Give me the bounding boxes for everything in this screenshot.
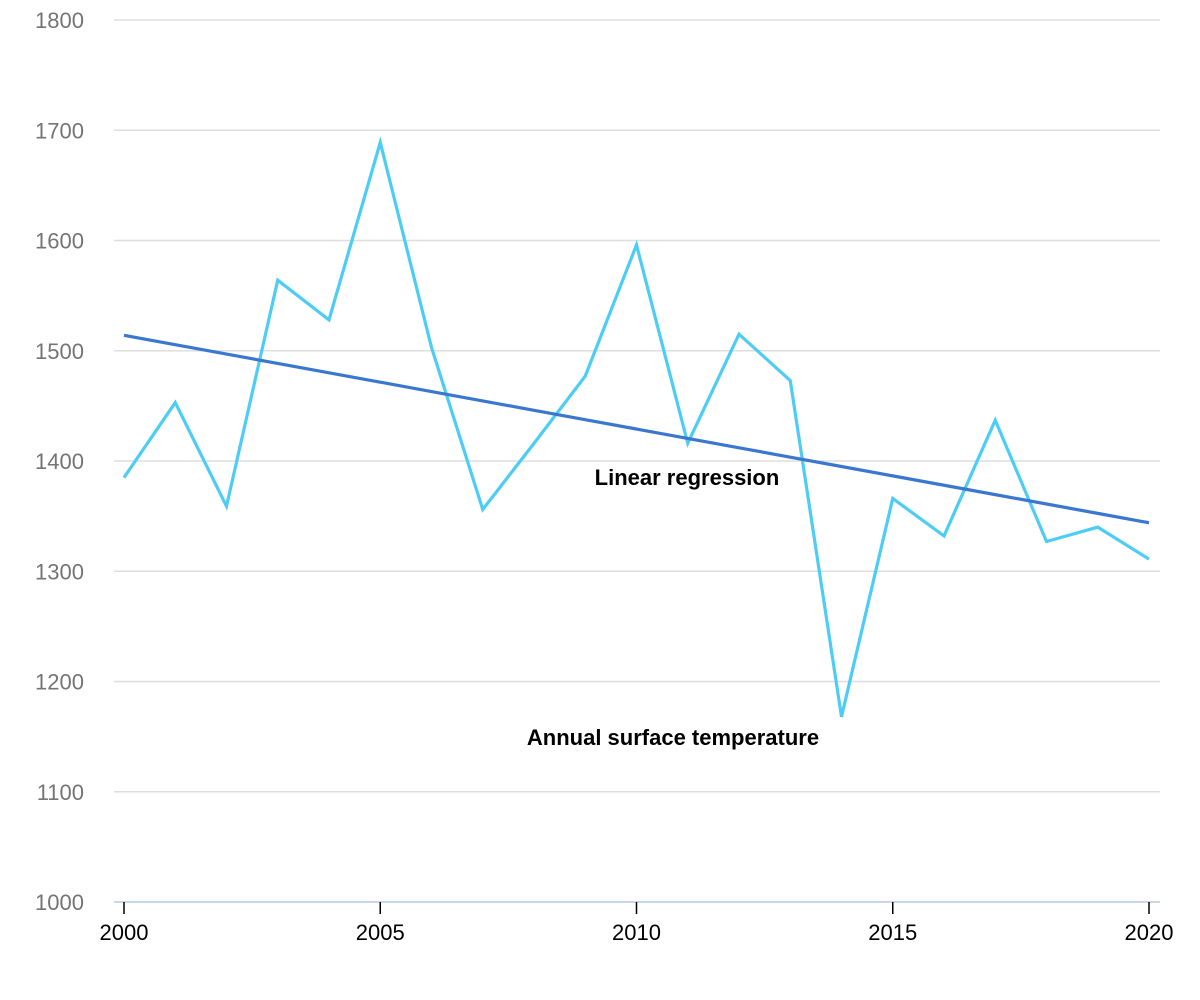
tick-labels: 1000 1100 1200 1300 1400 1500 1600 1700 1800 2000… [35,8,1173,945]
y-tick-label: 1800 [35,8,84,33]
y-tick-label: 1600 [35,229,84,254]
y-tick-label: 1100 [37,780,84,805]
x-tick-label: 2020 [1125,920,1174,945]
y-tick-label: 1500 [35,339,84,364]
x-tick-label: 2015 [868,920,917,945]
y-tick-label: 1000 [35,890,84,915]
y-tick-label: 1300 [35,559,84,584]
x-tick-label: 2010 [612,920,661,945]
x-axis [114,901,1160,914]
linear-regression-line [123,333,1150,525]
y-tick-label: 1400 [35,449,84,474]
y-tick-label: 1700 [35,118,84,143]
annual-surface-temperature-line [122,136,1150,718]
linear-regression-label: Linear regression [595,465,780,490]
series-annotations: Linear regression Annual surface tempera… [527,465,819,750]
gridlines [114,19,1160,793]
series-lines [122,136,1150,718]
x-tick-label: 2000 [100,920,149,945]
annual-surface-temperature-label: Annual surface temperature [527,725,819,750]
y-tick-label: 1200 [35,670,84,695]
x-tick-label: 2005 [356,920,405,945]
